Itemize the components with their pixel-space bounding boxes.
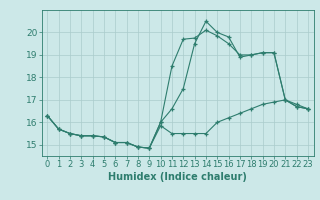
X-axis label: Humidex (Indice chaleur): Humidex (Indice chaleur): [108, 172, 247, 182]
